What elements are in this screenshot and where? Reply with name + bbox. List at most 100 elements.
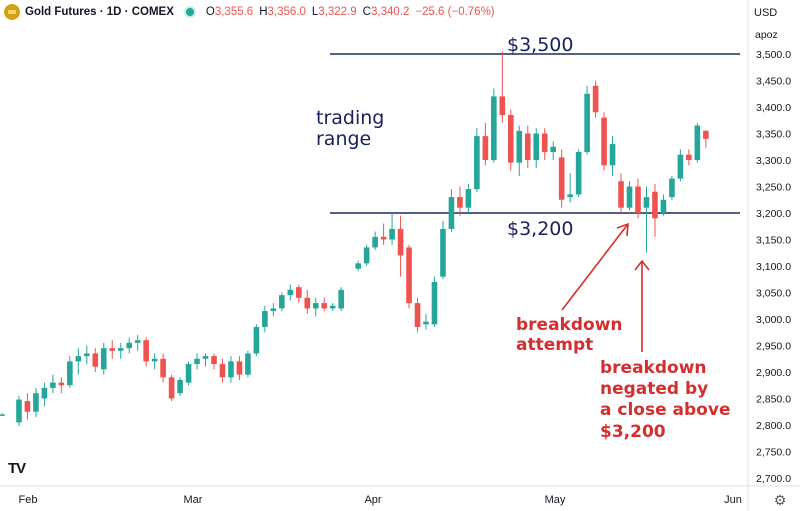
candle-body <box>592 85 599 113</box>
breakdown-attempt-arrowhead <box>616 222 629 237</box>
candle-body <box>219 364 226 378</box>
candle-body <box>558 157 565 200</box>
market-status-icon[interactable] <box>185 8 194 16</box>
breakdown-attempt-line1: breakdown <box>516 315 623 335</box>
candle-body <box>321 303 328 309</box>
time-tick-label: Mar <box>184 494 203 506</box>
candle-body <box>185 364 192 383</box>
candle-body <box>474 136 480 190</box>
candle-body <box>50 382 56 388</box>
price-tick-label: 3,050.0 <box>756 288 791 300</box>
tradingview-logo[interactable]: TV <box>8 460 26 477</box>
candle-body <box>508 114 514 163</box>
price-change: −25.6 (−0.76%) <box>415 6 495 18</box>
ohlc-low-label: L <box>311 6 319 18</box>
candle-body <box>253 326 260 354</box>
candle-body <box>694 125 701 160</box>
breakdown-attempt-arrow <box>561 223 629 311</box>
candle-body <box>499 96 506 115</box>
ohlc-close-value: 3,340.2 <box>370 6 410 18</box>
candle-body <box>236 361 243 375</box>
price-tick-label: 3,000.0 <box>756 314 791 326</box>
candle-body <box>312 303 319 309</box>
candle-body <box>67 361 73 386</box>
price-tick-label: 3,350.0 <box>756 129 791 141</box>
time-tick-label: Feb <box>19 494 38 506</box>
candle-body <box>380 236 387 240</box>
candle-body <box>703 130 709 139</box>
candle-body <box>550 146 556 153</box>
candle-body <box>151 358 158 362</box>
candle-body <box>296 287 302 298</box>
candle-body <box>626 186 633 208</box>
candle-body <box>643 197 650 208</box>
candle-body <box>686 154 692 160</box>
candle-body <box>177 379 183 394</box>
candle-body <box>541 133 548 153</box>
candle-body <box>211 356 217 365</box>
candle-body <box>92 353 99 367</box>
breakdown-attempt-line2: attempt <box>516 335 593 355</box>
price-tick-label: 2,700.0 <box>756 473 791 485</box>
price-tick-label: 3,300.0 <box>756 155 791 167</box>
candle-body <box>329 305 336 309</box>
chart-header: Gold Futures · 1D · COMEX O 3,355.6 H 3,35… <box>4 4 501 20</box>
price-tick-label: 3,100.0 <box>756 261 791 273</box>
ohlc-close-label: C <box>362 6 371 18</box>
price-tick-label: 2,750.0 <box>756 447 791 459</box>
candle-body <box>287 289 294 296</box>
candle-body <box>448 197 455 229</box>
candle-body <box>669 178 675 198</box>
price-tick-label: 2,950.0 <box>756 341 791 353</box>
candle-body <box>160 358 166 378</box>
candle-body <box>423 321 429 325</box>
resistance-label: $3,500 <box>507 34 573 56</box>
candle-body <box>524 133 531 160</box>
candle-body <box>0 414 5 416</box>
candle-body <box>126 342 132 349</box>
scale-mode-label: apoz <box>755 29 778 41</box>
ohlc-open-value: 3,355.6 <box>214 6 254 18</box>
time-tick-label: May <box>545 494 566 506</box>
price-tick-label: 2,900.0 <box>756 367 791 379</box>
candle-body <box>431 281 438 325</box>
negated-label-line4: $3,200 <box>600 422 666 442</box>
candle-body <box>245 353 251 375</box>
candle-body <box>652 191 658 219</box>
candle-body <box>143 340 149 362</box>
candle-body <box>677 154 684 179</box>
candle-body <box>58 382 65 386</box>
candle-body <box>41 387 48 399</box>
negated-label-line3: a close above <box>600 400 730 420</box>
candle-body <box>262 311 268 327</box>
candle-body <box>16 399 22 423</box>
candle-body <box>397 228 404 256</box>
candle-body <box>109 348 116 351</box>
settings-gear-icon[interactable]: ⚙ <box>773 491 787 508</box>
negated-label-line2: negated by <box>600 379 708 399</box>
negated-arrowhead <box>634 259 650 271</box>
candle-body <box>117 348 124 351</box>
candle-body <box>100 348 107 370</box>
candle-body <box>567 194 573 198</box>
candle-body <box>134 340 141 343</box>
negated-label-line1: breakdown <box>600 358 707 378</box>
currency-select[interactable]: USD <box>748 3 792 23</box>
candle-body <box>457 197 463 208</box>
candle-body <box>635 186 641 213</box>
candle-body <box>33 393 39 412</box>
ohlc-low-value: 3,322.9 <box>318 6 357 18</box>
symbol-title[interactable]: Gold Futures · 1D · COMEX <box>25 6 174 18</box>
price-tick-label: 3,450.0 <box>756 76 791 88</box>
candle-body <box>372 236 378 248</box>
candle-body <box>601 117 607 166</box>
candle-body <box>363 247 370 264</box>
support-label: $3,200 <box>507 218 573 240</box>
price-tick-label: 2,800.0 <box>756 420 791 432</box>
ohlc-high-label: H <box>259 6 268 18</box>
candle-body <box>279 295 285 309</box>
candle-body <box>406 247 412 304</box>
gold-symbol-icon <box>4 4 20 20</box>
candle-body <box>168 377 175 399</box>
